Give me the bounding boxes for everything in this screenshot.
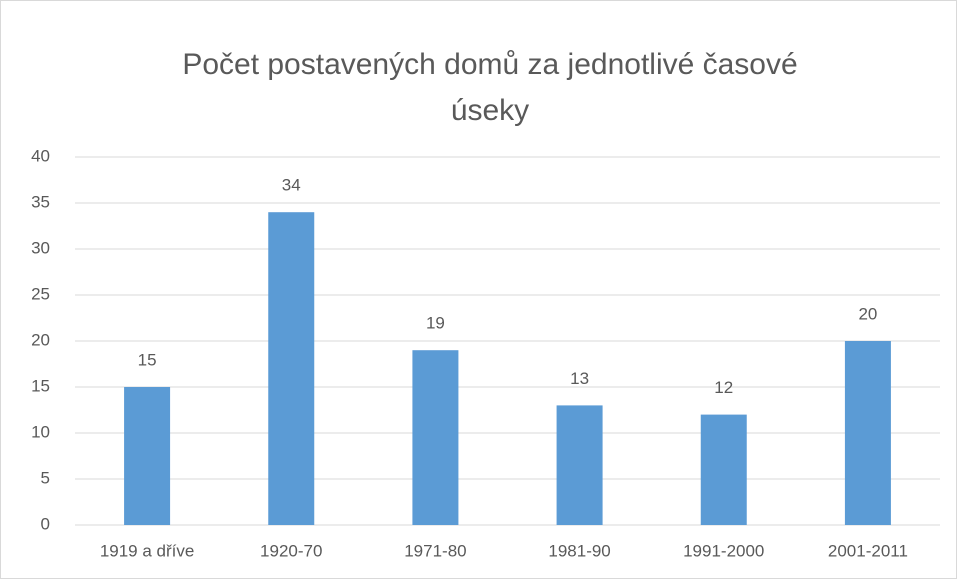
- x-tick-label: 1920-70: [260, 541, 322, 560]
- bar: [700, 414, 747, 525]
- x-tick-label: 1991-2000: [683, 541, 764, 560]
- data-label: 34: [282, 176, 301, 195]
- data-label: 15: [138, 350, 157, 369]
- bar: [556, 405, 603, 525]
- data-label: 12: [714, 378, 733, 397]
- y-tick-label: 0: [41, 514, 50, 533]
- x-tick-label: 2001-2011: [828, 541, 908, 560]
- x-tick-label: 1971-80: [404, 541, 466, 560]
- x-tick-label: 1981-90: [548, 541, 610, 560]
- data-label: 13: [570, 369, 589, 388]
- bar: [412, 350, 459, 525]
- bar: [124, 387, 171, 525]
- y-tick-label: 5: [41, 468, 50, 487]
- data-label: 20: [858, 304, 877, 323]
- y-tick-label: 20: [31, 330, 50, 349]
- y-tick-label: 15: [31, 376, 50, 395]
- y-tick-label: 25: [31, 284, 50, 303]
- bar: [844, 341, 891, 525]
- y-tick-label: 40: [31, 146, 50, 165]
- x-tick-label: 1919 a dříve: [100, 541, 195, 560]
- y-tick-label: 10: [31, 422, 50, 441]
- y-tick-label: 30: [31, 238, 50, 257]
- bar: [268, 212, 315, 525]
- data-label: 19: [426, 314, 445, 333]
- y-tick-label: 35: [31, 192, 50, 211]
- chart-title: Počet postavených domů za jednotlivé čas…: [182, 48, 798, 127]
